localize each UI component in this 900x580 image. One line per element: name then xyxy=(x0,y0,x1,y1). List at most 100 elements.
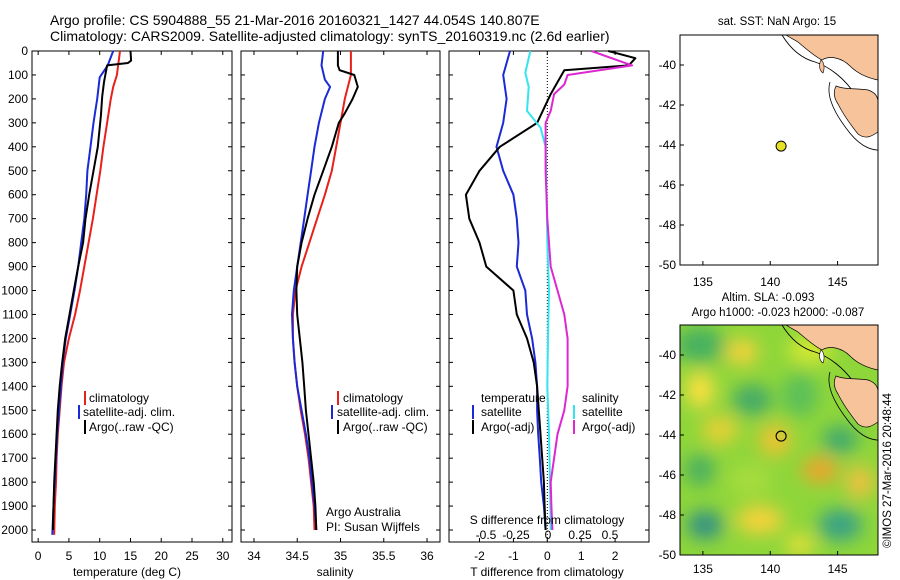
depth-tick-label: 1100 xyxy=(2,307,28,321)
legend-label-satellite: satellite-adj. clim. xyxy=(83,405,175,419)
x-tick-label: 0 xyxy=(544,549,551,563)
map-y-tick-label: -44 xyxy=(659,138,677,152)
land-tasmania xyxy=(833,375,878,428)
legend-label-climatology: climatology xyxy=(343,391,403,405)
temperature-xlabel: temperature (deg C) xyxy=(73,565,181,579)
x-tick-label: 10 xyxy=(93,549,107,563)
map-y-tick-label: -50 xyxy=(659,258,677,272)
salinity-profile-chart: 34 34.5 35 35.5 36 xyxy=(240,50,441,563)
x-tick-label: 25 xyxy=(185,549,199,563)
legend-label-climatology: climatology xyxy=(89,391,149,405)
plot-frame xyxy=(240,50,441,543)
difference-legend: temperature satellite Argo(-adj) salinit… xyxy=(472,391,635,434)
temperature-legend: climatology satellite-adj. clim. Argo(..… xyxy=(78,391,175,434)
depth-tick-label: 600 xyxy=(8,188,28,202)
s-tick-label: -0.5 xyxy=(476,528,497,542)
x-tick-label: 35 xyxy=(334,549,348,563)
depth-tick-label: 0 xyxy=(21,44,28,58)
series-line xyxy=(295,51,359,531)
depth-tick-label: 1700 xyxy=(1,451,28,465)
legend-label-t-satellite: satellite xyxy=(481,405,522,419)
depth-tick-label: 1300 xyxy=(1,355,28,369)
series-line xyxy=(495,50,547,531)
depth-tick-label: 500 xyxy=(8,164,28,178)
map-x-tick-label: 135 xyxy=(693,562,713,576)
depth-tick-label: 1500 xyxy=(1,403,28,417)
argo-australia-label: Argo Australia xyxy=(326,505,401,519)
depth-tick-label: 800 xyxy=(8,236,28,250)
map-y-tick-label: -40 xyxy=(659,58,677,72)
map-y-tick-label: -42 xyxy=(659,388,677,402)
sla-map-title2: Argo h1000: -0.023 h2000: -0.087 xyxy=(692,307,865,319)
depth-tick-label: 2000 xyxy=(1,523,28,537)
legend-label-satellite: satellite-adj. clim. xyxy=(337,405,429,419)
legend-title-temperature: temperature xyxy=(481,391,546,405)
s-tick-label: 0.5 xyxy=(602,528,619,542)
map-y-tick-label: -46 xyxy=(659,468,677,482)
depth-tick-label: 1800 xyxy=(1,475,28,489)
sst-map: sat. SST: NaN Argo: 15 xyxy=(679,16,879,266)
temperature-profile-chart: 0 5 10 15 20 25 30 xyxy=(31,50,233,563)
argo-float-marker xyxy=(775,430,787,442)
legend-label-s-satellite: satellite xyxy=(582,405,623,419)
map-x-tick-label: 140 xyxy=(760,275,780,289)
s-tick-label: 0 xyxy=(545,528,552,542)
salinity-difference-ticks: -0.5 -0.25 0 0.25 0.5 xyxy=(476,528,619,542)
x-tick-label: 20 xyxy=(155,549,169,563)
pi-label: PI: Susan Wijffels xyxy=(326,520,420,534)
plot-frame xyxy=(31,50,233,543)
depth-tick-label: 300 xyxy=(8,116,28,130)
x-tick-label: 34 xyxy=(247,549,261,563)
depth-axis-labels: 0 100 200 300 400 500 600 700 800 900 1000 1100 1200… xyxy=(1,44,28,537)
argo-float-marker xyxy=(775,140,787,152)
series-line xyxy=(51,50,133,531)
sst-map-title: sat. SST: NaN Argo: 15 xyxy=(718,16,836,28)
map-x-tick-label: 135 xyxy=(693,275,713,289)
sla-map: Altim. SLA: -0.093 Argo h1000: -0.023 h2… xyxy=(679,292,879,556)
x-tick-label: 1 xyxy=(578,549,585,563)
x-tick-label: 15 xyxy=(124,549,138,563)
x-tick-label: 30 xyxy=(216,549,230,563)
depth-tick-label: 900 xyxy=(8,260,28,274)
difference-xlabel-top: S difference from climatology xyxy=(470,513,625,527)
legend-label-argo: Argo(..raw -QC) xyxy=(343,420,428,434)
figure-title-line1: Argo profile: CS 5904888_55 21-Mar-2016 … xyxy=(50,12,540,28)
depth-tick-label: 1400 xyxy=(1,379,28,393)
map-y-tick-label: -46 xyxy=(659,178,677,192)
series-line xyxy=(464,50,637,531)
salinity-legend: climatology satellite-adj. clim. Argo(..… xyxy=(331,391,429,434)
legend-label-t-argo: Argo(-adj) xyxy=(481,420,534,434)
map-x-tick-label: 145 xyxy=(828,275,848,289)
x-tick-label: 34.5 xyxy=(286,549,310,563)
map-x-tick-label: 140 xyxy=(760,562,780,576)
s-tick-label: -0.25 xyxy=(502,528,530,542)
land-mainland xyxy=(785,35,878,81)
depth-tick-label: 1200 xyxy=(1,331,28,345)
x-tick-label: 5 xyxy=(66,549,73,563)
map-y-tick-label: -48 xyxy=(659,508,677,522)
depth-tick-label: 400 xyxy=(8,140,28,154)
difference-profile-chart: -2 -1 0 1 2 xyxy=(448,50,650,563)
x-tick-label: -2 xyxy=(474,549,485,563)
map-y-tick-label: -44 xyxy=(659,428,677,442)
series-line xyxy=(544,50,634,531)
depth-tick-label: 200 xyxy=(8,92,28,106)
map-y-tick-label: -40 xyxy=(659,348,677,362)
x-tick-label: 35.5 xyxy=(372,549,396,563)
sla-map-title1: Altim. SLA: -0.093 xyxy=(722,292,815,304)
legend-label-s-argo: Argo(-adj) xyxy=(582,420,635,434)
land-island xyxy=(819,59,825,74)
map-y-tick-label: -50 xyxy=(659,548,677,562)
x-tick-label: 2 xyxy=(612,549,619,563)
depth-tick-label: 700 xyxy=(8,212,28,226)
depth-tick-label: 1900 xyxy=(1,499,28,513)
figure-title-line2: Climatology: CARS2009. Satellite-adjuste… xyxy=(50,28,610,44)
map-x-tick-label: 145 xyxy=(828,562,848,576)
land-mainland xyxy=(785,325,878,371)
depth-tick-label: 1000 xyxy=(1,284,28,298)
difference-xlabel: T difference from climatology xyxy=(470,565,624,579)
legend-label-argo: Argo(..raw -QC) xyxy=(89,420,174,434)
land-island xyxy=(819,349,825,364)
map-y-tick-label: -42 xyxy=(659,98,677,112)
